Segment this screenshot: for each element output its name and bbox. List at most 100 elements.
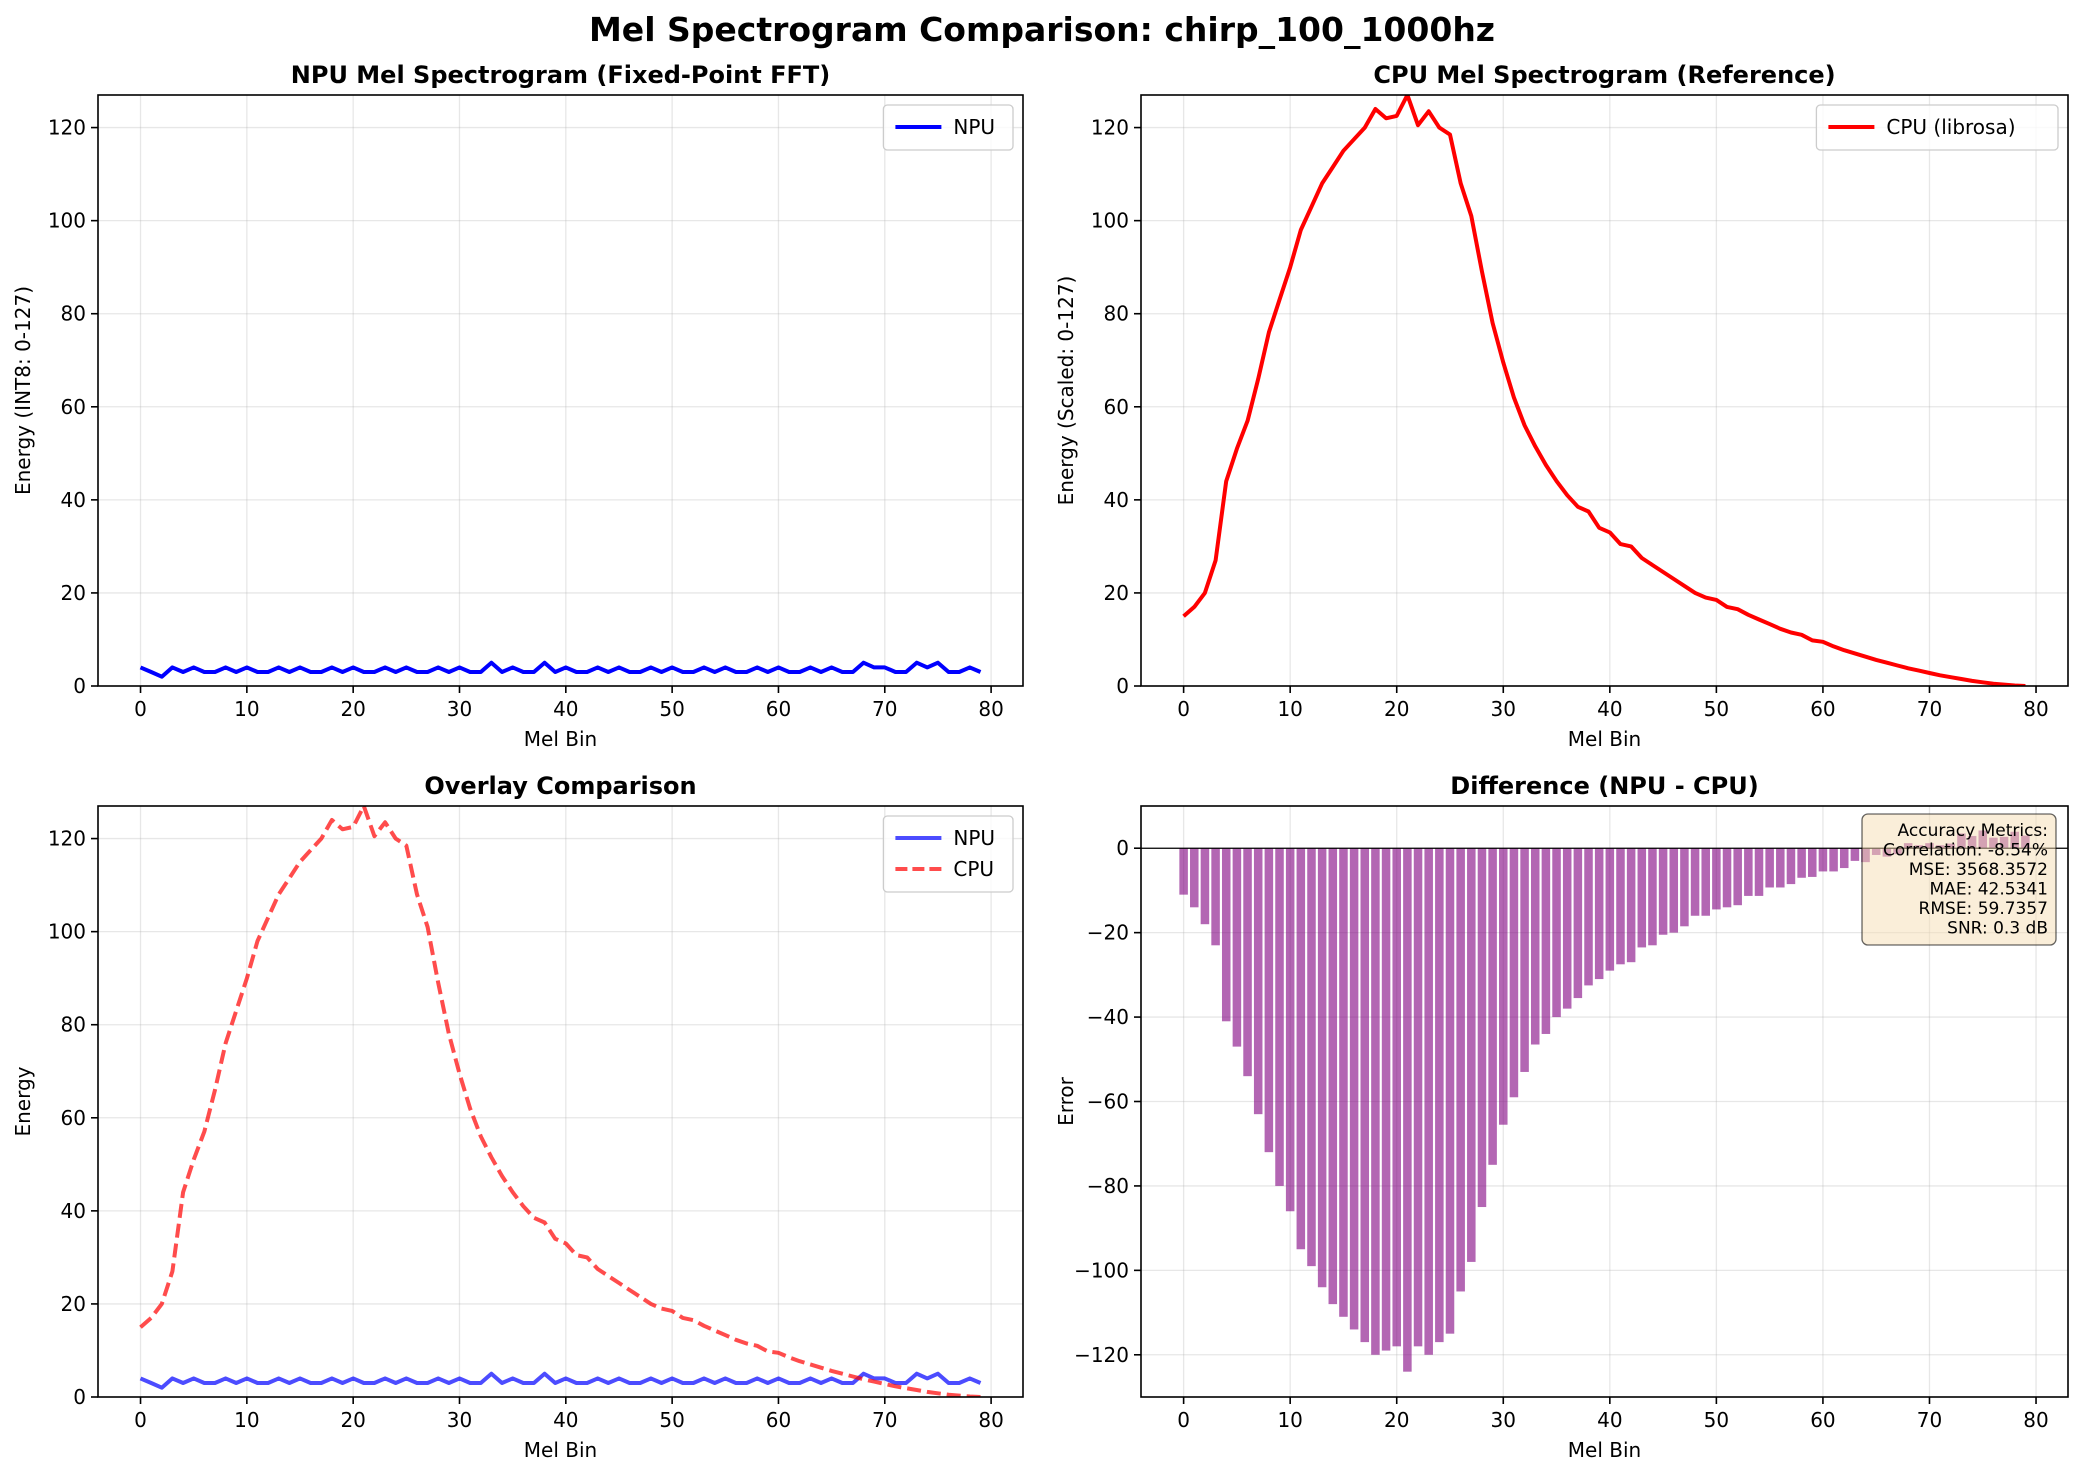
difference-bar: [1371, 848, 1380, 1355]
x-tick-label: 80: [2023, 697, 2048, 721]
y-tick-label: 0: [1116, 836, 1129, 860]
difference-bar: [1712, 848, 1721, 910]
difference-bar: [1637, 848, 1647, 948]
axes-frame: [97, 94, 1024, 687]
difference-bar: [1722, 848, 1732, 908]
y-tick-label: 100: [48, 920, 86, 944]
metric-line: Correlation: -8.54%: [1883, 841, 2048, 861]
y-tick-label: 40: [61, 488, 86, 512]
difference-bar: [1680, 848, 1689, 927]
subplot-title: Overlay Comparison: [424, 772, 696, 800]
metric-line: SNR: 0.3 dB: [1947, 919, 2048, 939]
difference-bar: [1658, 848, 1668, 935]
y-tick-label: 120: [48, 827, 86, 851]
x-tick-label: 70: [872, 697, 897, 721]
subplot-title: CPU Mel Spectrogram (Reference): [1373, 61, 1835, 89]
x-tick-label: 20: [1384, 697, 1409, 721]
plot-area: [139, 660, 982, 679]
plot-area: [139, 806, 982, 1397]
difference-bar: [1317, 848, 1327, 1288]
difference-bar: [1786, 848, 1796, 885]
difference-bar: [1381, 848, 1391, 1351]
series-line-cpu: [139, 806, 981, 1397]
y-tick-label: 20: [61, 581, 86, 605]
y-tick-label: 40: [1104, 488, 1129, 512]
legend-label: NPU: [953, 115, 995, 139]
x-tick-label: 70: [1917, 697, 1942, 721]
x-tick-label: 0: [1177, 1408, 1190, 1432]
x-tick-label: 30: [1491, 1408, 1516, 1432]
x-axis-label: Mel Bin: [524, 727, 597, 751]
x-tick-label: 70: [872, 1408, 897, 1432]
x-tick-label: 50: [1704, 697, 1729, 721]
difference-bar: [1285, 848, 1295, 1212]
figure-title: Mel Spectrogram Comparison: chirp_100_10…: [589, 10, 1495, 49]
legend-label: CPU: [953, 857, 994, 881]
x-tick-label: 20: [1384, 1408, 1409, 1432]
metric-line: Accuracy Metrics:: [1898, 821, 2048, 841]
y-axis-label: Energy (Scaled: 0-127): [1054, 276, 1078, 506]
x-tick-label: 80: [978, 1408, 1003, 1432]
difference-bar: [1626, 848, 1636, 963]
x-tick-label: 80: [978, 697, 1003, 721]
x-tick-label: 60: [1810, 1408, 1835, 1432]
y-tick-label: 120: [1091, 116, 1129, 140]
x-tick-label: 60: [766, 1408, 791, 1432]
difference-bar: [1296, 848, 1306, 1250]
x-tick-label: 80: [2023, 1408, 2048, 1432]
x-tick-label: 70: [1917, 1408, 1942, 1432]
y-tick-label: −120: [1074, 1343, 1129, 1367]
metric-line: MSE: 3568.3572: [1909, 860, 2048, 880]
difference-bar: [1413, 848, 1423, 1347]
difference-bar: [1573, 848, 1583, 999]
y-tick-label: 120: [48, 116, 86, 140]
y-tick-label: 40: [61, 1199, 86, 1223]
difference-bar: [1733, 848, 1742, 906]
difference-bar: [1562, 848, 1572, 1009]
y-tick-label: −20: [1087, 921, 1129, 945]
series-line-cpu: [1182, 95, 2026, 686]
difference-bar: [1797, 848, 1806, 878]
y-tick-label: 0: [1116, 674, 1129, 698]
difference-bar: [1765, 848, 1774, 888]
plot-area: [1179, 830, 2030, 1372]
difference-bar: [1232, 848, 1242, 1047]
difference-bar: [1648, 848, 1657, 946]
difference-bar: [1829, 848, 1838, 872]
y-tick-label: 80: [61, 1013, 86, 1037]
legend-label: CPU (librosa): [1886, 115, 2015, 139]
difference-bar: [1435, 848, 1444, 1343]
legend: NPU CPU: [882, 815, 1014, 893]
difference-bar: [1594, 848, 1604, 980]
legend-box: [882, 104, 1014, 151]
difference-bar: [1339, 848, 1348, 1317]
difference-bar: [1839, 848, 1849, 869]
x-axis-label: Mel Bin: [1568, 727, 1641, 751]
difference-bar: [1616, 848, 1625, 965]
difference-bar: [1541, 848, 1551, 1034]
difference-bar: [1808, 848, 1817, 877]
x-axis-label: Mel Bin: [524, 1438, 597, 1462]
metrics-box: Accuracy Metrics:Correlation: -8.54%MSE:…: [1861, 813, 2057, 946]
difference-bar: [1850, 848, 1860, 861]
y-tick-label: 80: [1104, 302, 1129, 326]
difference-bar: [1445, 848, 1455, 1334]
y-tick-label: −100: [1074, 1258, 1129, 1282]
subplot-1: 0 10 20 30 40 50 60 70 80 0 20 40 60 80 100 120 NPU Mel …: [11, 61, 1024, 751]
y-tick-label: 0: [73, 1385, 86, 1409]
x-tick-label: 20: [340, 697, 365, 721]
x-tick-label: 10: [234, 1408, 259, 1432]
x-tick-label: 60: [766, 697, 791, 721]
difference-bar: [1744, 848, 1753, 896]
difference-bar: [1392, 848, 1401, 1347]
difference-bar: [1467, 848, 1476, 1262]
legend: CPU (librosa): [1815, 104, 2059, 151]
x-tick-label: 30: [447, 1408, 472, 1432]
difference-bar: [1477, 848, 1487, 1208]
difference-bar: [1690, 848, 1700, 916]
legend-label: NPU: [953, 826, 995, 850]
x-tick-label: 10: [1277, 697, 1302, 721]
difference-bar: [1488, 848, 1497, 1165]
difference-bar: [1776, 848, 1785, 888]
